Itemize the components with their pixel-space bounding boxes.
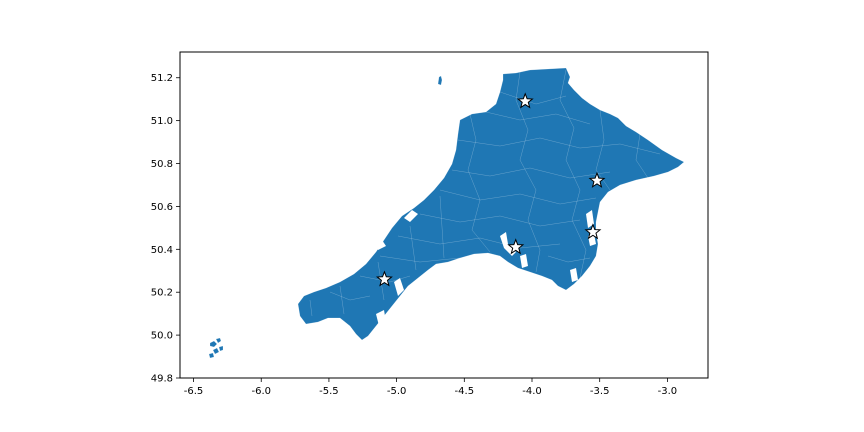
star-marker — [584, 223, 602, 240]
district-boundary — [451, 167, 611, 179]
district-boundary — [379, 255, 461, 263]
x-tick-label: -6.0 — [251, 386, 271, 397]
lundy-island — [437, 75, 443, 86]
district-boundary — [309, 299, 313, 317]
district-boundary — [595, 109, 611, 191]
district-boundary — [439, 195, 445, 259]
district-boundary — [485, 111, 591, 125]
estuary — [586, 210, 594, 228]
x-tick-label: -5.5 — [319, 386, 339, 397]
district-boundary — [467, 113, 491, 253]
district-boundary — [397, 235, 561, 249]
district-boundary — [499, 91, 567, 105]
scilly-island — [208, 352, 215, 359]
scilly-island — [209, 340, 218, 348]
district-boundary — [457, 137, 661, 155]
district-boundary — [339, 285, 345, 315]
y-tick-label: 51.0 — [151, 116, 173, 127]
y-tick-label: 50.6 — [151, 202, 173, 213]
estuary — [570, 268, 578, 282]
estuary — [394, 278, 404, 296]
x-tick-label: -3.0 — [658, 386, 678, 397]
estuary — [520, 254, 528, 268]
x-tick-label: -6.5 — [184, 386, 204, 397]
star-marker — [516, 92, 534, 109]
y-tick-label: 49.8 — [151, 374, 173, 385]
x-tick-label: -3.5 — [590, 386, 610, 397]
star-markers — [375, 92, 606, 287]
star-marker — [375, 270, 393, 287]
y-axis-ticks: 49.8 50.0 50.2 50.4 50.6 50.8 51.0 51.2 — [151, 73, 180, 385]
estuary — [376, 310, 386, 330]
estuary — [374, 240, 386, 250]
district-boundary — [329, 291, 371, 301]
district-boundary — [439, 189, 597, 205]
map-regions — [208, 67, 685, 359]
district-boundary — [635, 133, 649, 179]
scilly-island — [212, 347, 220, 355]
scilly-island — [215, 337, 222, 344]
district-boundary — [419, 213, 581, 227]
district-boundary — [559, 69, 587, 279]
x-tick-label: -4.5 — [455, 386, 475, 397]
district-boundary — [595, 199, 621, 233]
y-tick-label: 50.8 — [151, 159, 173, 170]
x-axis-ticks: -6.5 -6.0 -5.5 -5.0 -4.5 -4.0 -3.5 -3.0 — [184, 378, 677, 397]
estuary — [404, 210, 418, 222]
star-marker — [507, 238, 525, 255]
y-tick-label: 50.0 — [151, 331, 173, 342]
scilly-island — [218, 345, 224, 352]
district-boundary — [547, 255, 591, 263]
mainland-region — [297, 67, 685, 341]
y-tick-label: 50.4 — [151, 245, 173, 256]
district-boundary — [515, 71, 541, 273]
star-marker — [588, 171, 606, 188]
x-tick-label: -5.0 — [387, 386, 407, 397]
y-tick-label: 51.2 — [151, 73, 173, 84]
district-boundary — [359, 275, 411, 283]
x-tick-label: -4.0 — [522, 386, 542, 397]
y-tick-label: 50.2 — [151, 288, 173, 299]
district-boundary — [409, 225, 417, 271]
